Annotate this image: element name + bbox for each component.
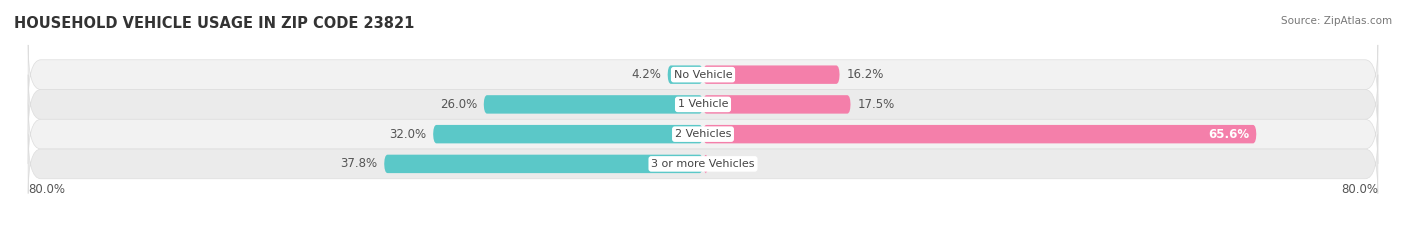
Text: 4.2%: 4.2%	[631, 68, 661, 81]
FancyBboxPatch shape	[703, 65, 839, 84]
FancyBboxPatch shape	[28, 104, 1378, 164]
Text: No Vehicle: No Vehicle	[673, 70, 733, 80]
FancyBboxPatch shape	[703, 95, 851, 114]
Text: 65.6%: 65.6%	[1209, 128, 1250, 141]
Text: 26.0%: 26.0%	[440, 98, 477, 111]
Text: 80.0%: 80.0%	[1341, 183, 1378, 196]
FancyBboxPatch shape	[384, 155, 703, 173]
Text: 3 or more Vehicles: 3 or more Vehicles	[651, 159, 755, 169]
FancyBboxPatch shape	[703, 155, 709, 173]
FancyBboxPatch shape	[668, 65, 703, 84]
Text: 17.5%: 17.5%	[858, 98, 894, 111]
Text: 80.0%: 80.0%	[28, 183, 65, 196]
FancyBboxPatch shape	[703, 125, 1257, 143]
Text: 16.2%: 16.2%	[846, 68, 884, 81]
Text: 32.0%: 32.0%	[389, 128, 426, 141]
FancyBboxPatch shape	[484, 95, 703, 114]
Text: HOUSEHOLD VEHICLE USAGE IN ZIP CODE 23821: HOUSEHOLD VEHICLE USAGE IN ZIP CODE 2382…	[14, 16, 415, 31]
Text: 37.8%: 37.8%	[340, 158, 377, 170]
FancyBboxPatch shape	[28, 75, 1378, 134]
Text: 0.65%: 0.65%	[716, 158, 752, 170]
Text: 1 Vehicle: 1 Vehicle	[678, 99, 728, 110]
FancyBboxPatch shape	[28, 134, 1378, 194]
Text: 2 Vehicles: 2 Vehicles	[675, 129, 731, 139]
FancyBboxPatch shape	[28, 45, 1378, 104]
Text: Source: ZipAtlas.com: Source: ZipAtlas.com	[1281, 16, 1392, 26]
FancyBboxPatch shape	[433, 125, 703, 143]
